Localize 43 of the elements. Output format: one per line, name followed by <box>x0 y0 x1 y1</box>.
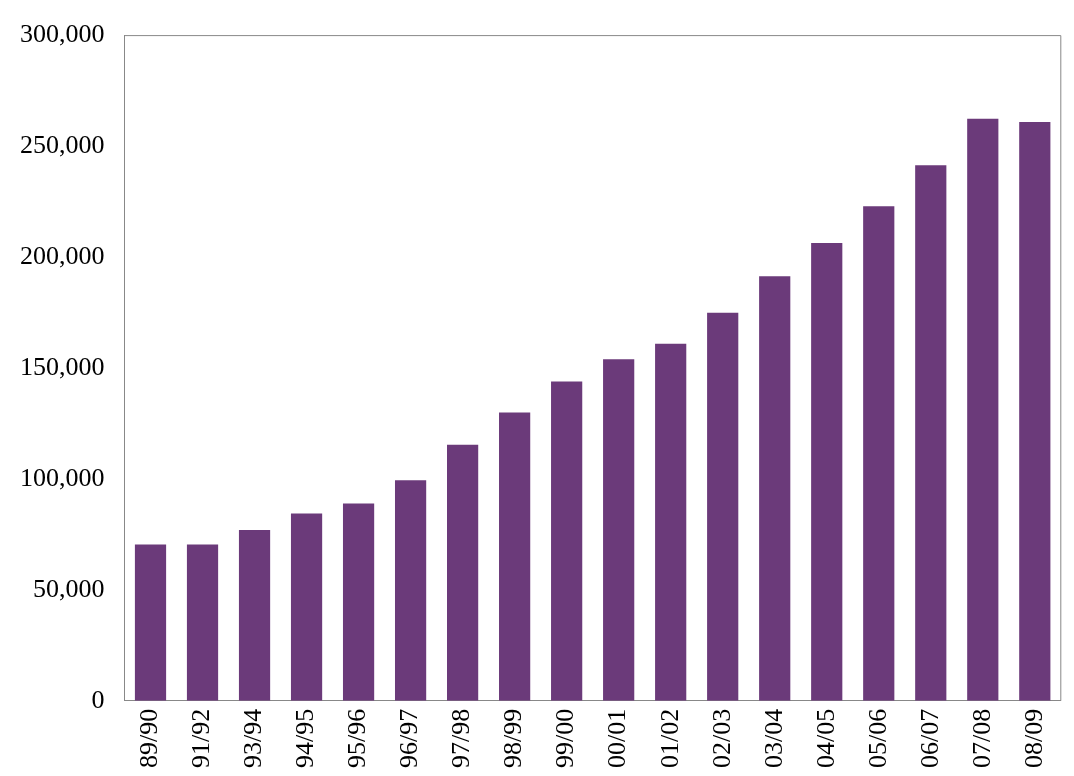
x-tick-label: 08/09 <box>1018 708 1048 769</box>
x-tick-label: 96/97 <box>394 708 424 769</box>
y-tick-label: 150,000 <box>20 352 105 382</box>
x-tick-label: 98/99 <box>498 708 528 769</box>
bar <box>759 276 791 701</box>
x-tick-label: 94/95 <box>290 708 320 769</box>
y-tick-label: 200,000 <box>20 241 105 271</box>
x-tick-label: 05/06 <box>862 708 892 769</box>
bar <box>551 381 583 701</box>
x-tick-label: 03/04 <box>758 708 788 769</box>
x-tick-label: 99/00 <box>550 708 580 769</box>
y-tick-label: 50,000 <box>33 573 105 603</box>
y-tick-label: 100,000 <box>20 462 105 492</box>
bar <box>915 165 947 701</box>
bar <box>967 118 999 701</box>
x-tick-label: 04/05 <box>810 708 840 769</box>
bar <box>811 242 843 701</box>
x-tick-label: 93/94 <box>238 708 268 769</box>
x-tick-label: 97/98 <box>446 708 476 769</box>
bar <box>499 412 531 701</box>
x-tick-label: 89/90 <box>134 708 164 769</box>
bar <box>238 530 271 701</box>
x-tick-label: 00/01 <box>602 708 632 769</box>
y-tick-label: 0 <box>91 684 105 714</box>
bar <box>134 544 167 701</box>
bar <box>1019 122 1051 701</box>
bar <box>863 206 895 701</box>
bar <box>342 503 375 701</box>
x-tick-label: 01/02 <box>654 708 684 769</box>
bar <box>655 343 687 701</box>
x-tick-label: 95/96 <box>342 708 372 769</box>
x-tick-label: 07/08 <box>966 708 996 769</box>
bar <box>707 312 739 701</box>
bar <box>290 513 323 701</box>
x-tick-label: 91/92 <box>186 708 216 769</box>
bar <box>603 359 635 701</box>
x-tick-label: 06/07 <box>914 708 944 769</box>
bar <box>447 444 479 701</box>
y-tick-label: 300,000 <box>20 19 105 49</box>
x-tick-label: 02/03 <box>706 708 736 769</box>
bar <box>394 480 427 701</box>
bar <box>186 544 219 701</box>
y-tick-label: 250,000 <box>20 130 105 160</box>
